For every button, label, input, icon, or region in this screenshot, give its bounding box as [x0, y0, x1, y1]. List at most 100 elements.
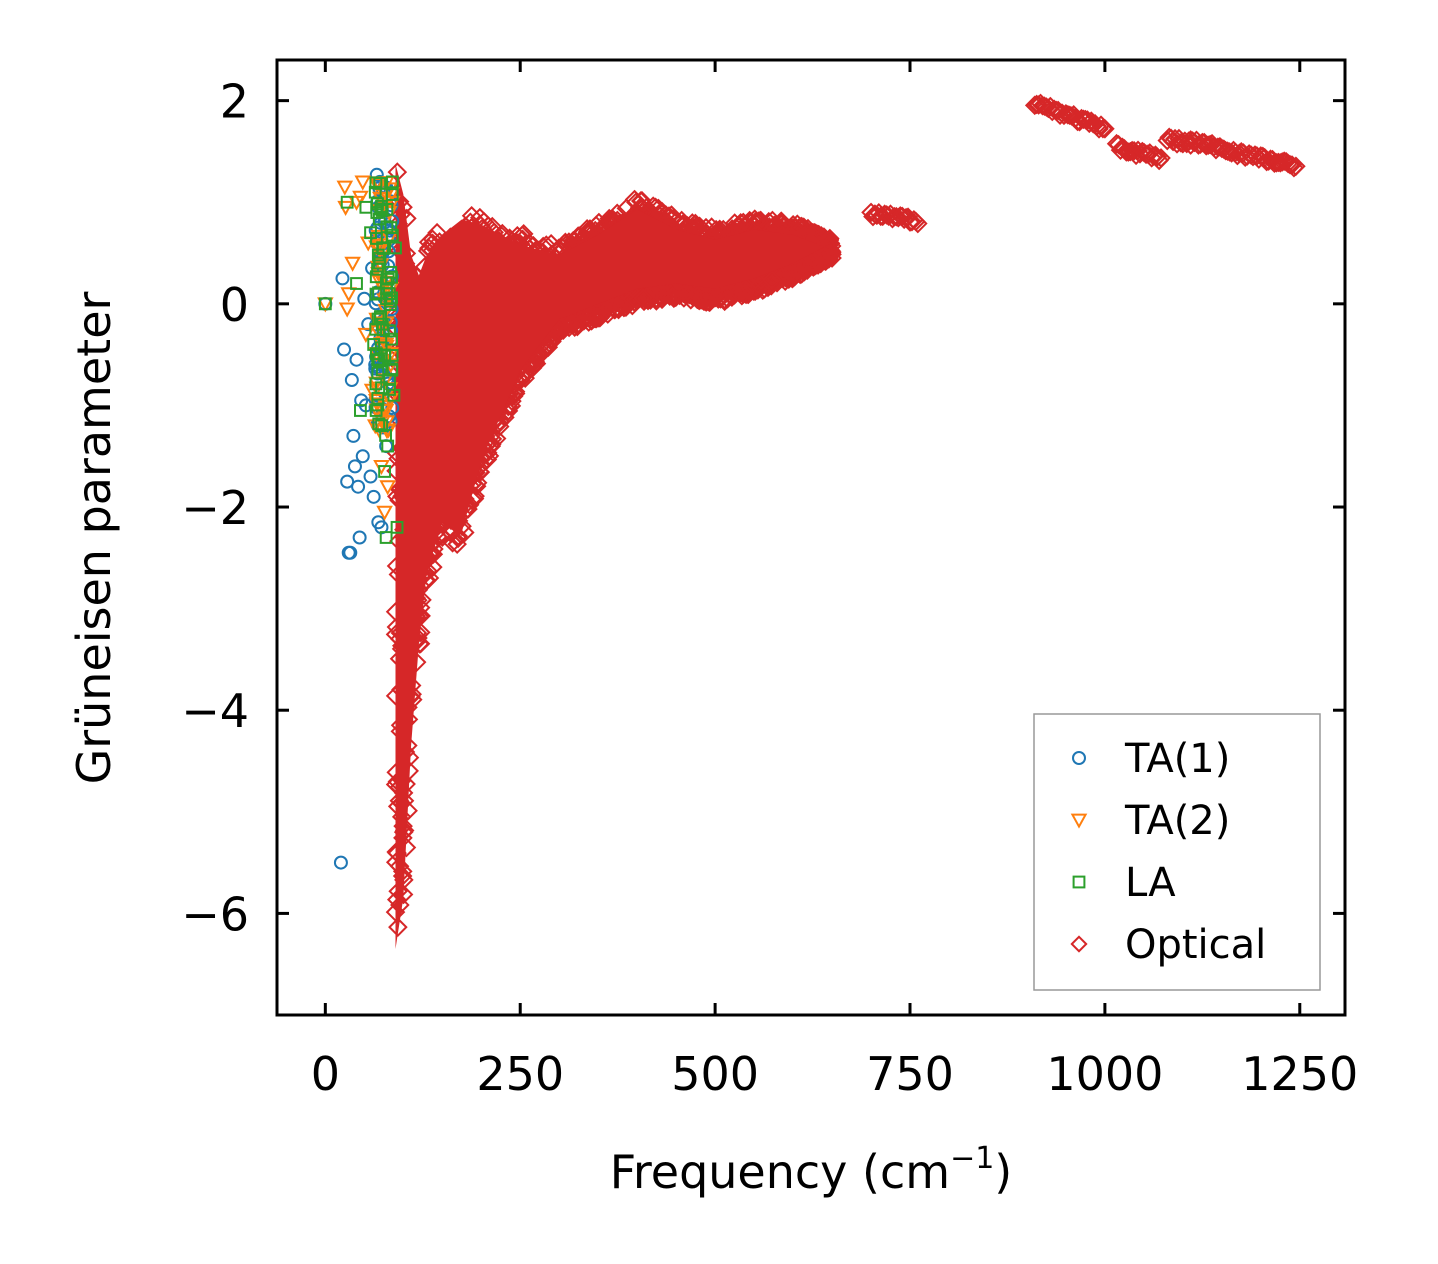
- optical-point: [698, 287, 719, 308]
- la-point: [376, 242, 390, 255]
- la-point: [369, 322, 383, 336]
- ta1-point: [366, 489, 381, 504]
- optical-point: [704, 282, 724, 303]
- y-tick-label: −4: [181, 684, 249, 738]
- optical-point: [1147, 147, 1168, 167]
- la-point: [371, 262, 384, 276]
- la-point: [372, 286, 385, 300]
- la-point: [385, 175, 399, 189]
- optical-point: [861, 202, 881, 223]
- optical-point: [1032, 95, 1053, 116]
- y-axis-label: Grüneisen parameter: [67, 291, 121, 784]
- optical-point: [588, 306, 608, 327]
- legend-marker-optical: [1070, 935, 1088, 953]
- optical-point: [427, 222, 447, 243]
- la-point: [359, 200, 373, 214]
- ta1-point: [344, 373, 359, 388]
- ta1-point: [349, 352, 364, 367]
- optical-point: [735, 282, 755, 303]
- la-point: [385, 188, 399, 201]
- optical-point: [1151, 148, 1171, 168]
- optical-point: [674, 280, 695, 301]
- optical-point: [388, 917, 408, 937]
- optical-point: [1093, 118, 1113, 139]
- x-tick-label: 500: [671, 1047, 759, 1101]
- la-point: [378, 348, 392, 362]
- y-tick-label: −2: [181, 481, 249, 535]
- legend-frame: [1033, 713, 1321, 991]
- x-tick-label: 1250: [1241, 1047, 1358, 1101]
- la-point: [370, 206, 384, 219]
- optical-point: [633, 288, 653, 309]
- ta1-point: [337, 342, 352, 357]
- plot-area: [317, 93, 1306, 949]
- ta1-point: [351, 479, 366, 494]
- optical-point: [907, 213, 928, 234]
- ta1-point: [357, 291, 372, 306]
- optical-point: [792, 255, 813, 276]
- optical-point: [801, 254, 822, 275]
- legend-label: Optical: [1125, 922, 1266, 968]
- ta2-point: [352, 190, 369, 206]
- optical-point: [762, 273, 782, 294]
- ta1-point: [352, 530, 367, 545]
- y-tick-label: −6: [181, 887, 249, 941]
- ta1-point: [347, 459, 362, 474]
- la-point: [369, 347, 383, 361]
- optical-point: [577, 219, 597, 239]
- ta2-point: [384, 195, 401, 211]
- la-point: [384, 294, 398, 308]
- ta1-point: [333, 855, 348, 870]
- ta2-point: [336, 180, 354, 196]
- x-tick-label: 750: [866, 1047, 954, 1101]
- la-point: [367, 338, 381, 351]
- optical-point: [646, 280, 666, 300]
- ta1-point: [340, 474, 355, 489]
- la-point: [379, 429, 392, 442]
- ta2-point: [340, 287, 358, 303]
- ta1-point: [335, 271, 350, 286]
- la-point: [371, 391, 385, 405]
- optical-point: [652, 201, 672, 222]
- la-point: [340, 195, 354, 209]
- series-la: [318, 175, 404, 544]
- la-point: [378, 465, 391, 478]
- la-point: [379, 276, 393, 290]
- la-point: [383, 373, 397, 386]
- optical-point: [870, 206, 891, 227]
- la-point: [350, 277, 363, 290]
- ta2-point: [376, 505, 393, 521]
- x-tick-label: 0: [311, 1047, 340, 1101]
- ta2-point: [344, 256, 361, 272]
- optical-point: [513, 224, 534, 244]
- optical-point: [761, 270, 782, 290]
- ta1-point: [363, 469, 378, 484]
- la-point: [389, 241, 402, 255]
- optical-point: [639, 285, 659, 306]
- la-point: [369, 176, 383, 190]
- optical-dense-region: [395, 163, 833, 949]
- optical-point: [645, 197, 666, 218]
- la-point: [373, 310, 387, 324]
- optical-point: [541, 233, 561, 254]
- ta2-point: [357, 327, 375, 343]
- optical-point: [571, 311, 592, 331]
- x-tick-label: 250: [476, 1047, 564, 1101]
- axis-ticks: 0 250 500 750 1000 1250 2 0 −2 −4 −6: [181, 60, 1358, 1101]
- la-point: [368, 185, 382, 199]
- optical-point: [815, 231, 836, 252]
- optical-point: [699, 292, 720, 313]
- la-point: [369, 404, 383, 417]
- la-point: [372, 417, 386, 431]
- la-point: [381, 272, 395, 286]
- legend-label: TA(1): [1124, 736, 1230, 782]
- y-tick-label: 2: [220, 75, 249, 129]
- x-tick-label: 1000: [1046, 1047, 1163, 1101]
- la-point: [318, 297, 332, 311]
- axes-frame: [275, 58, 1347, 1017]
- la-point: [371, 366, 385, 380]
- ta2-point: [354, 175, 372, 191]
- la-point: [374, 202, 388, 216]
- optical-point: [442, 532, 463, 553]
